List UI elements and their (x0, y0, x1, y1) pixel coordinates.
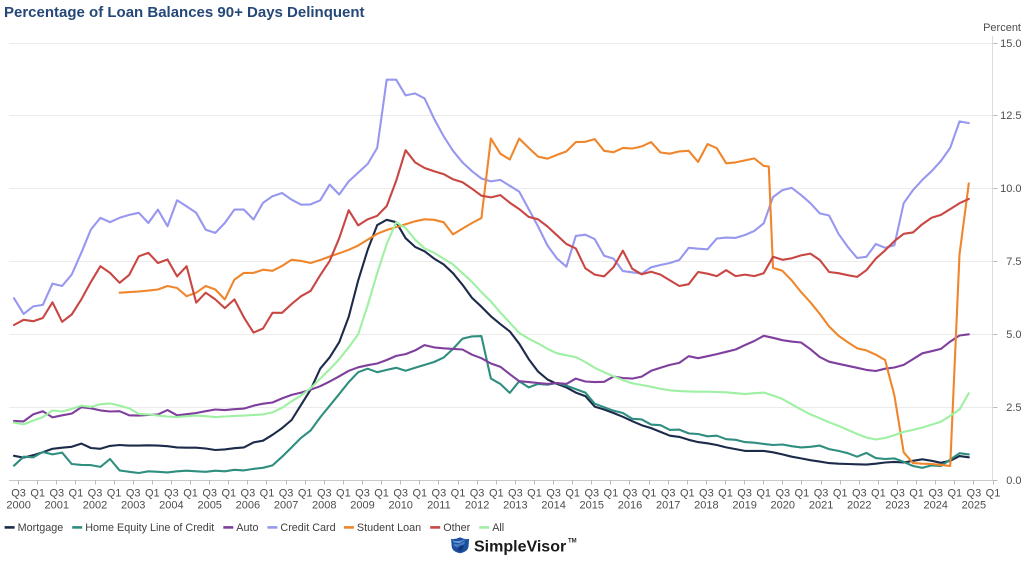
svg-text:2009: 2009 (350, 500, 374, 512)
svg-text:Q3: Q3 (890, 488, 905, 500)
svg-text:Q1: Q1 (947, 488, 962, 500)
svg-text:10.0: 10.0 (1000, 183, 1021, 195)
svg-text:2006: 2006 (236, 500, 260, 512)
svg-text:2008: 2008 (312, 500, 336, 512)
svg-text:Q1: Q1 (833, 488, 848, 500)
svg-text:Q1: Q1 (69, 488, 84, 500)
svg-text:Q1: Q1 (604, 488, 619, 500)
svg-text:Q3: Q3 (432, 488, 447, 500)
svg-text:2.5: 2.5 (1006, 402, 1021, 414)
svg-text:Q3: Q3 (279, 488, 294, 500)
svg-text:TM: TM (568, 539, 577, 545)
svg-text:Other: Other (443, 522, 470, 534)
svg-text:Q3: Q3 (49, 488, 64, 500)
svg-text:Q3: Q3 (164, 488, 179, 500)
svg-text:2002: 2002 (83, 500, 107, 512)
svg-text:2004: 2004 (159, 500, 183, 512)
svg-text:2012: 2012 (465, 500, 489, 512)
svg-text:Q3: Q3 (317, 488, 332, 500)
svg-text:Q1: Q1 (30, 488, 45, 500)
svg-text:Q3: Q3 (584, 488, 599, 500)
svg-text:Q1: Q1 (374, 488, 389, 500)
svg-text:2010: 2010 (388, 500, 412, 512)
svg-text:Mortgage: Mortgage (18, 522, 64, 534)
svg-text:Q1: Q1 (527, 488, 542, 500)
svg-text:2003: 2003 (121, 500, 145, 512)
svg-text:Q1: Q1 (642, 488, 657, 500)
svg-text:Q3: Q3 (814, 488, 829, 500)
svg-text:Q1: Q1 (718, 488, 733, 500)
svg-text:2024: 2024 (923, 500, 947, 512)
svg-text:Q3: Q3 (775, 488, 790, 500)
svg-text:2022: 2022 (847, 500, 871, 512)
svg-text:Q1: Q1 (260, 488, 275, 500)
svg-text:Q3: Q3 (508, 488, 523, 500)
svg-text:Q1: Q1 (986, 488, 1001, 500)
svg-text:2014: 2014 (541, 500, 565, 512)
svg-text:2011: 2011 (427, 500, 451, 512)
svg-text:All: All (492, 522, 504, 534)
svg-text:5.0: 5.0 (1006, 329, 1021, 341)
svg-text:Q3: Q3 (928, 488, 943, 500)
svg-text:Q3: Q3 (11, 488, 26, 500)
svg-text:0.0: 0.0 (1006, 475, 1021, 487)
svg-text:2018: 2018 (694, 500, 718, 512)
svg-text:15.0: 15.0 (1000, 38, 1021, 50)
svg-text:Q1: Q1 (145, 488, 160, 500)
svg-text:Q3: Q3 (202, 488, 217, 500)
svg-text:Q1: Q1 (221, 488, 236, 500)
svg-text:Q1: Q1 (336, 488, 351, 500)
svg-text:Q1: Q1 (489, 488, 504, 500)
svg-text:Q3: Q3 (699, 488, 714, 500)
svg-text:Q1: Q1 (565, 488, 580, 500)
svg-text:2015: 2015 (580, 500, 604, 512)
svg-text:Auto: Auto (236, 522, 258, 534)
svg-text:Q3: Q3 (126, 488, 141, 500)
svg-text:Q1: Q1 (412, 488, 427, 500)
svg-text:Home Equity Line of Credit: Home Equity Line of Credit (85, 522, 214, 534)
svg-text:Q3: Q3 (967, 488, 982, 500)
svg-text:Q1: Q1 (298, 488, 313, 500)
svg-text:Q3: Q3 (623, 488, 638, 500)
svg-text:2007: 2007 (274, 500, 298, 512)
svg-text:Q1: Q1 (451, 488, 466, 500)
svg-text:Q3: Q3 (546, 488, 561, 500)
svg-text:Q3: Q3 (88, 488, 103, 500)
svg-text:Q3: Q3 (241, 488, 256, 500)
svg-text:Q1: Q1 (909, 488, 924, 500)
svg-text:Q3: Q3 (737, 488, 752, 500)
svg-text:Q3: Q3 (355, 488, 370, 500)
svg-text:2017: 2017 (656, 500, 680, 512)
svg-text:Percent: Percent (983, 22, 1021, 34)
svg-text:2013: 2013 (503, 500, 527, 512)
svg-text:2021: 2021 (809, 500, 833, 512)
svg-text:Q1: Q1 (680, 488, 695, 500)
svg-text:Q3: Q3 (470, 488, 485, 500)
svg-text:SimpleVisor: SimpleVisor (474, 539, 566, 556)
svg-text:Q3: Q3 (852, 488, 867, 500)
svg-text:Q1: Q1 (795, 488, 810, 500)
svg-text:12.5: 12.5 (1000, 110, 1021, 122)
svg-text:2000: 2000 (6, 500, 30, 512)
svg-text:Credit Card: Credit Card (280, 522, 335, 534)
svg-text:Q1: Q1 (183, 488, 198, 500)
svg-text:Q3: Q3 (393, 488, 408, 500)
svg-text:Q3: Q3 (661, 488, 676, 500)
svg-text:Student Loan: Student Loan (357, 522, 421, 534)
svg-text:Q1: Q1 (107, 488, 122, 500)
svg-text:2005: 2005 (197, 500, 221, 512)
svg-text:Percentage of Loan Balances 90: Percentage of Loan Balances 90+ Days Del… (4, 4, 365, 21)
svg-text:2001: 2001 (45, 500, 69, 512)
svg-text:2016: 2016 (618, 500, 642, 512)
svg-text:2023: 2023 (885, 500, 909, 512)
svg-text:Q1: Q1 (871, 488, 886, 500)
svg-text:Q1: Q1 (756, 488, 771, 500)
svg-text:7.5: 7.5 (1006, 256, 1021, 268)
svg-text:2025: 2025 (962, 500, 986, 512)
svg-text:2020: 2020 (771, 500, 795, 512)
svg-text:2019: 2019 (732, 500, 756, 512)
